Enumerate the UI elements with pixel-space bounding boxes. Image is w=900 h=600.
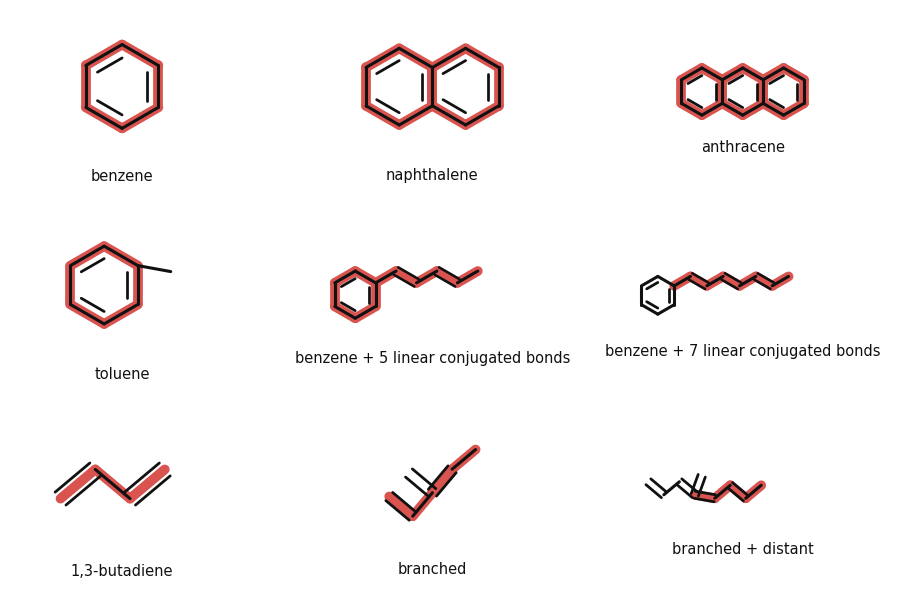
Text: naphthalene: naphthalene [386, 167, 479, 182]
Text: toluene: toluene [94, 367, 149, 382]
Text: branched: branched [398, 562, 467, 577]
Text: benzene + 7 linear conjugated bonds: benzene + 7 linear conjugated bonds [605, 344, 880, 359]
Text: anthracene: anthracene [701, 140, 785, 155]
Text: benzene + 5 linear conjugated bonds: benzene + 5 linear conjugated bonds [294, 352, 570, 367]
Text: branched + distant: branched + distant [672, 542, 814, 557]
Text: 1,3-butadiene: 1,3-butadiene [71, 564, 174, 579]
Text: benzene: benzene [91, 169, 153, 184]
